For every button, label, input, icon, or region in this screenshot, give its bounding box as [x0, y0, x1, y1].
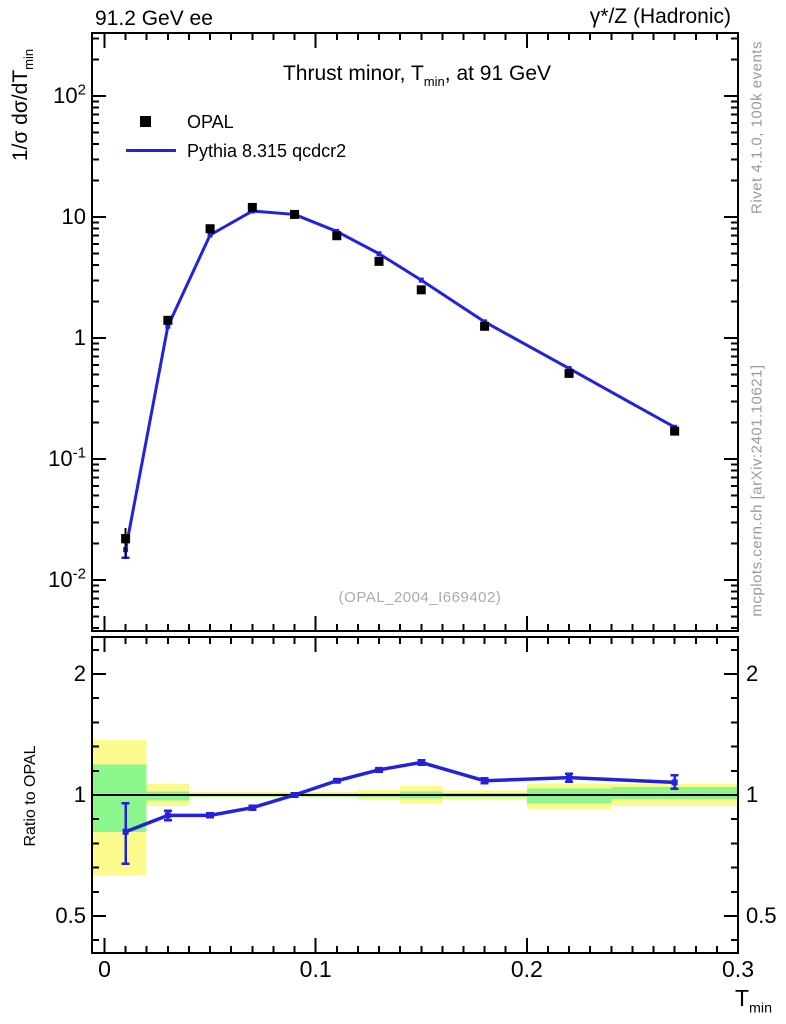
- x-axis-title: Tmin: [734, 985, 772, 1017]
- opal-data-point: [163, 315, 173, 325]
- ratio-point: [122, 828, 129, 835]
- ratio-y-ticks: [92, 648, 738, 942]
- main-y-tick-label: 1: [73, 325, 86, 350]
- ratio-y-tick-label-right: 0.5: [746, 903, 777, 928]
- main-y-ticks: [92, 37, 738, 630]
- ratio-y-tick-label-left: 1: [73, 782, 86, 807]
- ratio-y-tick-label-left: 2: [73, 660, 86, 686]
- pythia-point: [418, 277, 424, 283]
- ratio-point: [566, 774, 573, 781]
- ratio-point: [418, 759, 425, 766]
- ratio-point: [481, 777, 488, 784]
- main-y-tick-label: 10: [61, 204, 86, 229]
- opal-data-point: [205, 224, 215, 234]
- opal-data-point: [290, 209, 300, 219]
- ratio-point: [249, 804, 256, 811]
- ratio-y-tick-label-left: 0.5: [55, 903, 86, 928]
- legend-label-pythia: Pythia 8.315 qcdcr2: [187, 141, 347, 161]
- opal-data-point: [247, 202, 257, 212]
- ratio-point: [291, 792, 298, 798]
- legend-line-pythia: [126, 149, 176, 152]
- x-tick-label: 0.2: [510, 956, 543, 982]
- opal-points-main: [121, 202, 680, 559]
- ratio-point: [671, 779, 678, 786]
- x-tick-label: 0.3: [722, 956, 754, 982]
- ratio-y-tick-label-right: 2: [746, 660, 759, 686]
- opal-data-point: [332, 231, 342, 241]
- process-label: γ*/Z (Hadronic): [589, 5, 731, 28]
- opal-data-point: [670, 426, 680, 436]
- pythia-point: [207, 232, 213, 238]
- x-tick-label: 0.1: [299, 956, 332, 982]
- legend-label-opal: OPAL: [187, 112, 234, 132]
- ratio-band-green: [611, 786, 739, 800]
- opal-data-point: [480, 321, 490, 331]
- opal-data-point: [374, 256, 384, 266]
- analysis-id-watermark: (OPAL_2004_I669402): [338, 589, 502, 606]
- ratio-y-tick-label-right: 1: [746, 782, 759, 807]
- opal-data-point: [121, 534, 131, 544]
- plot-title: Thrust minor, Tmin, at 91 GeV: [282, 62, 552, 89]
- opal-data-point: [564, 368, 574, 378]
- ratio-point: [164, 812, 171, 819]
- pythia-point: [566, 365, 572, 371]
- ratio-band-green: [92, 764, 147, 832]
- opal-data-point: [416, 285, 426, 295]
- main-y-tick-label: 102: [53, 81, 86, 108]
- beam-energy-label: 91.2 GeV ee: [95, 7, 213, 30]
- x-ticks: [103, 33, 718, 953]
- ratio-point: [207, 812, 214, 819]
- pythia-point: [165, 323, 171, 329]
- ratio-curve: [121, 759, 679, 865]
- pythia-point: [376, 251, 382, 257]
- legend-marker-opal-square: [140, 116, 151, 127]
- ratio-point: [376, 766, 383, 773]
- ratio-point: [333, 777, 340, 784]
- x-tick-label: 0: [98, 956, 111, 982]
- main-y-tick-label: 10-1: [48, 444, 86, 471]
- main-y-tick-label: 10-2: [48, 565, 86, 592]
